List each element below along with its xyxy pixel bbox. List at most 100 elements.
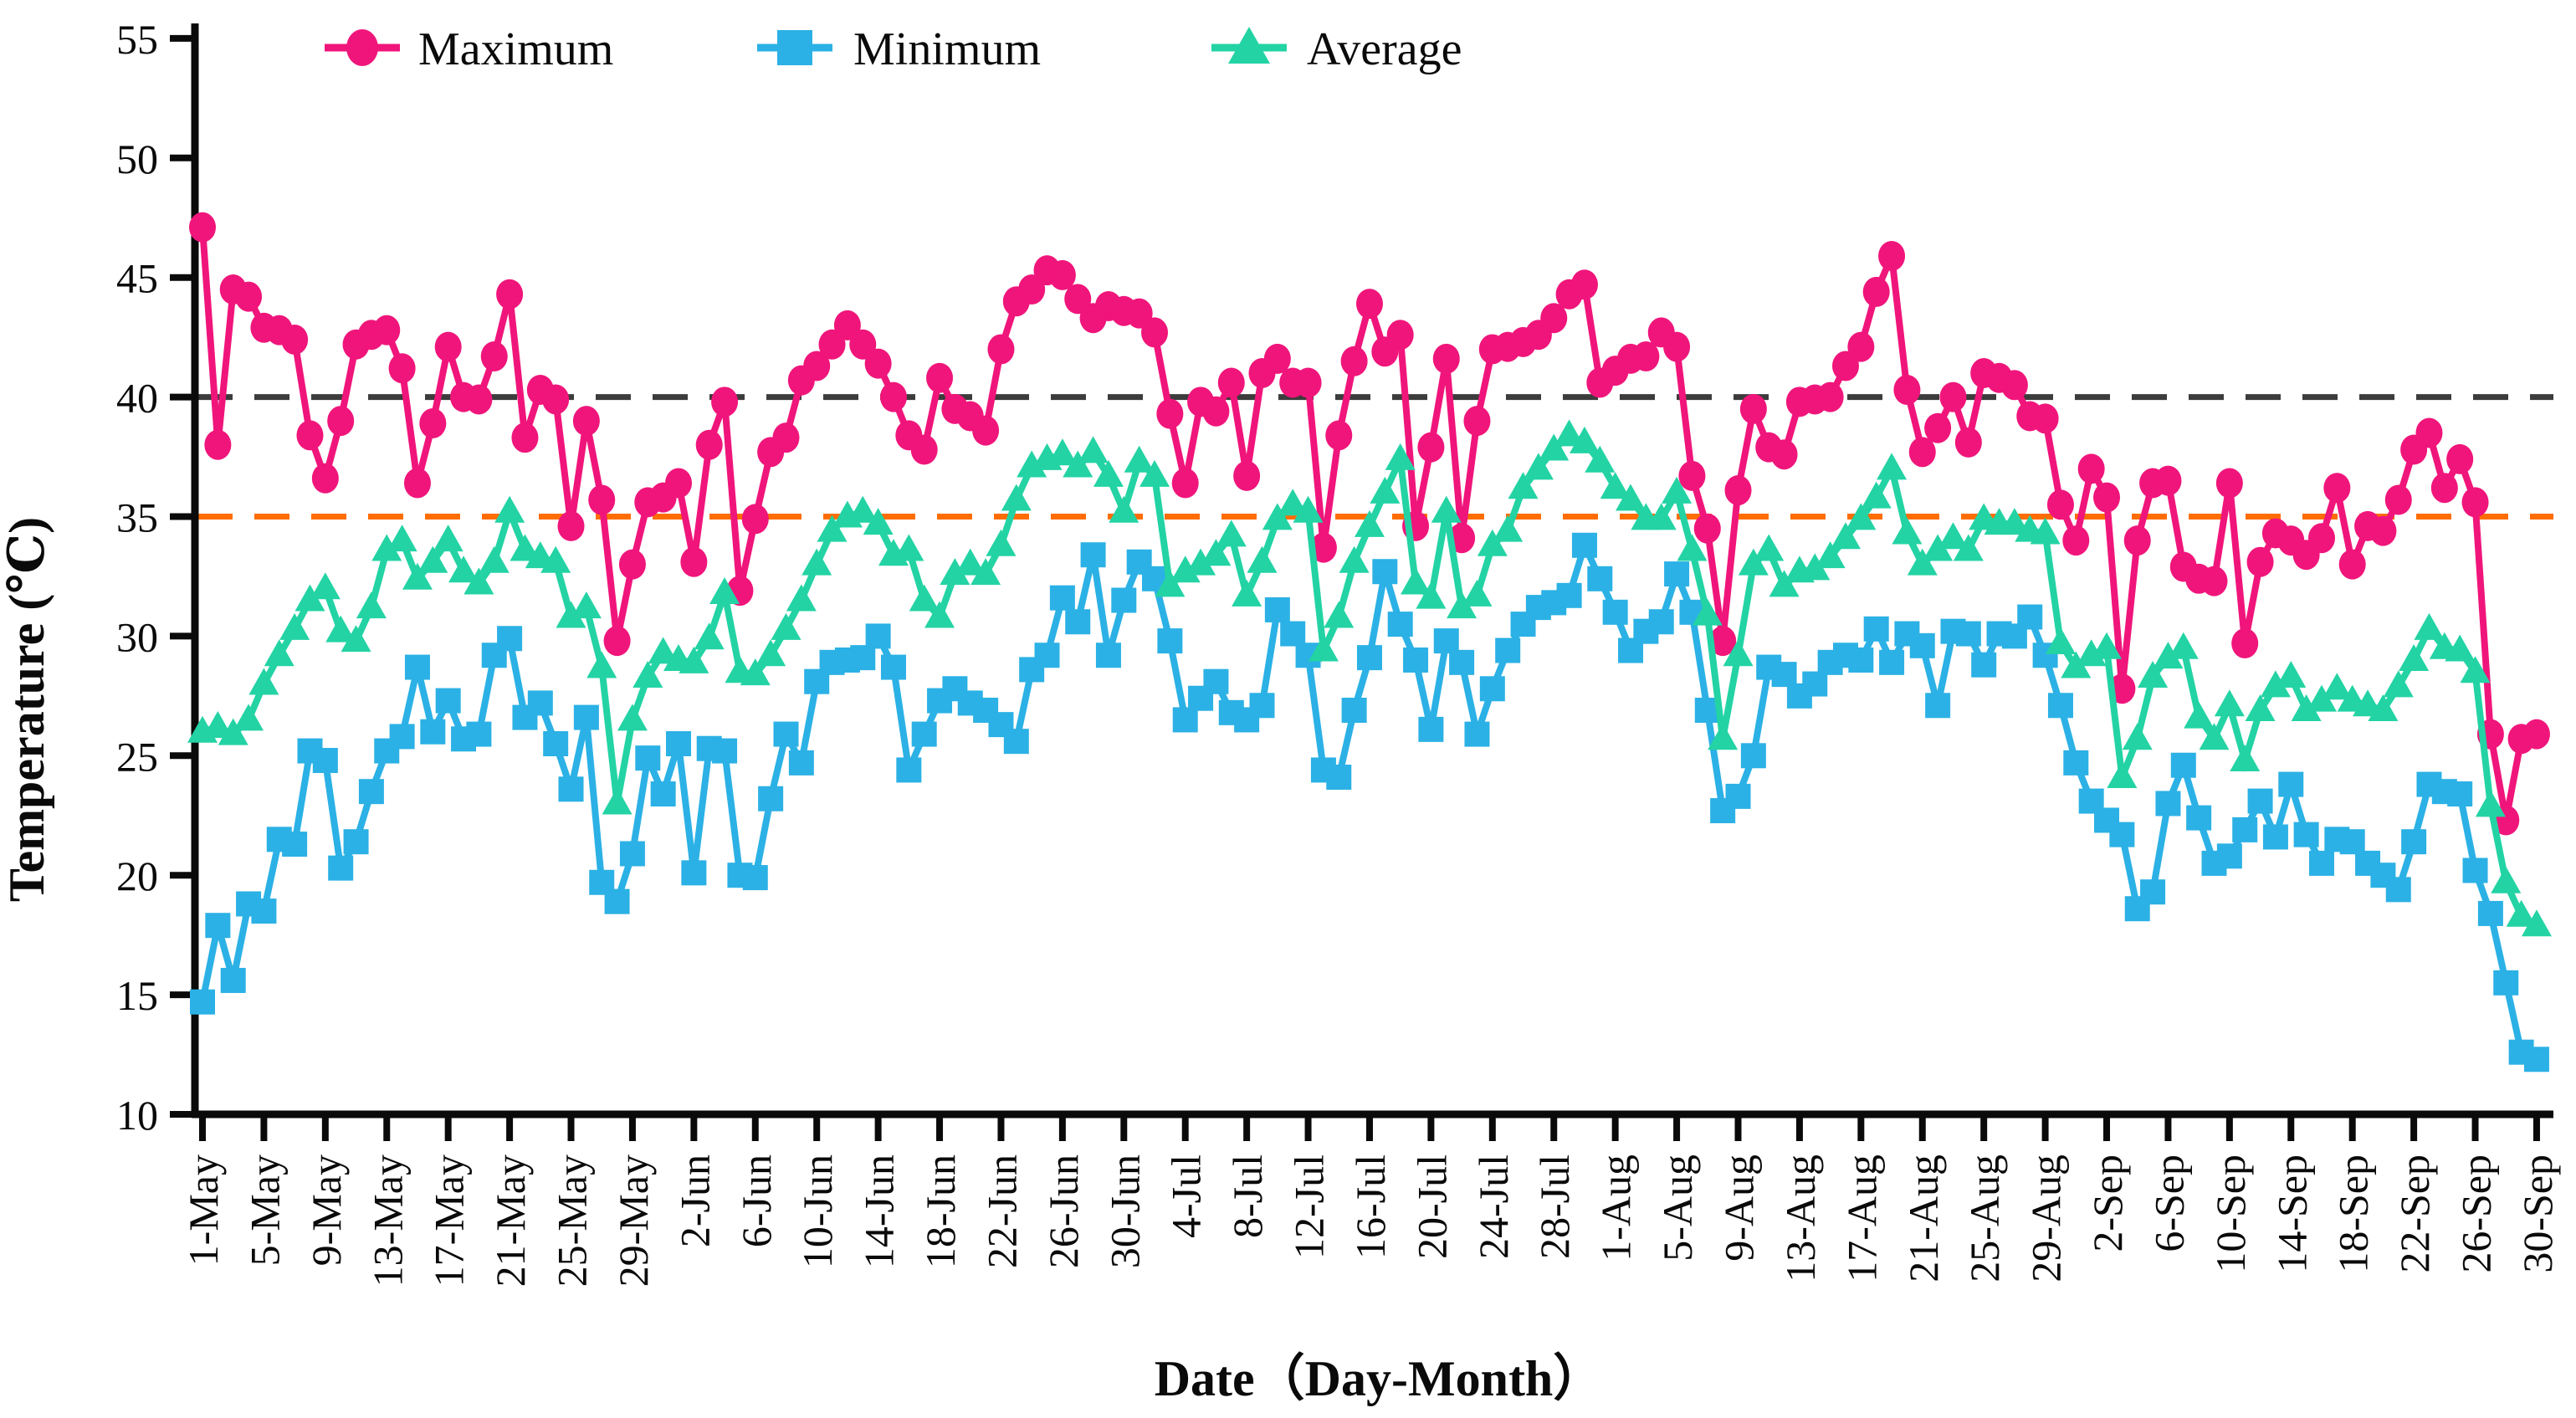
maximum-point <box>1325 420 1353 451</box>
minimum-point <box>880 654 906 680</box>
maximum-point <box>1816 381 1844 412</box>
x-tick-label: 5-May <box>241 1154 288 1266</box>
minimum-point <box>1909 632 1935 658</box>
average-point <box>2199 723 2230 750</box>
maximum-point <box>327 406 355 437</box>
maximum-point <box>1018 274 1046 305</box>
minimum-point <box>527 690 553 716</box>
average-point <box>571 591 602 619</box>
maximum-point <box>511 422 539 453</box>
average-point <box>1186 548 1216 576</box>
average-point <box>2475 790 2506 817</box>
average-point <box>1738 548 1769 576</box>
minimum-point <box>1879 649 1905 675</box>
maximum-point <box>1233 460 1261 491</box>
average-point <box>2368 694 2399 721</box>
average-point <box>2399 643 2430 671</box>
average-point <box>755 639 786 667</box>
maximum-point <box>2430 473 2458 504</box>
x-tick-label: 20-Jul <box>1408 1154 1455 1259</box>
average-point <box>694 622 725 650</box>
average-point <box>1001 484 1032 511</box>
minimum-point <box>1556 582 1582 608</box>
minimum-point <box>1264 596 1290 622</box>
maximum-point <box>772 422 800 453</box>
maximum-point <box>542 384 570 415</box>
maximum-point <box>910 434 938 465</box>
minimum-point <box>650 781 676 807</box>
maximum-point <box>1417 432 1445 463</box>
maximum-point <box>1908 437 1936 468</box>
x-tick-label: 10-Jun <box>794 1154 841 1268</box>
x-tick-label: 13-May <box>364 1154 411 1287</box>
minimum-point <box>1740 743 1766 769</box>
minimum-point <box>2262 824 2288 850</box>
legend-label-maximum: Maximum <box>418 23 613 75</box>
minimum-point <box>758 786 784 811</box>
maximum-point <box>1309 532 1337 563</box>
maximum-point <box>1724 475 1752 506</box>
x-tick-label: 9-May <box>303 1154 350 1266</box>
minimum-point <box>1095 642 1121 668</box>
average-point <box>1078 436 1109 463</box>
average-point <box>1677 534 1708 561</box>
y-tick-label: 25 <box>116 733 158 780</box>
average-point <box>356 591 387 619</box>
maximum-point <box>1632 341 1660 372</box>
average-point <box>909 584 940 612</box>
minimum-point <box>558 776 584 802</box>
average-point <box>371 534 402 561</box>
average-point <box>2291 694 2322 721</box>
maximum-point <box>833 310 861 340</box>
x-tick-label: 1-Aug <box>1593 1154 1640 1262</box>
average-point <box>1155 570 1186 597</box>
minimum-point <box>2140 879 2166 905</box>
maximum-point <box>1924 412 1952 443</box>
average-point <box>2245 694 2276 721</box>
minimum-point <box>389 724 415 750</box>
average-point <box>1124 445 1155 473</box>
maximum-point <box>403 468 431 499</box>
minimum-point <box>1049 585 1075 611</box>
minimum-point <box>1771 662 1797 688</box>
maximum-point <box>926 362 954 393</box>
average-point <box>2460 656 2491 683</box>
minimum-point <box>1725 783 1751 809</box>
average-point <box>218 718 248 745</box>
minimum-point <box>1863 616 1889 642</box>
maximum-point <box>711 386 739 417</box>
minimum-point <box>282 832 308 857</box>
average-point <box>2322 673 2353 700</box>
minimum-point <box>497 626 523 652</box>
average-point <box>2030 517 2061 545</box>
average-point <box>1877 453 1908 480</box>
y-axis-title: Temperature (℃) <box>0 517 54 902</box>
average-point <box>1907 548 1938 576</box>
x-axis-title: Date（Day-Month） <box>1155 1350 1604 1406</box>
average-point <box>1754 534 1785 561</box>
maximum-point <box>1141 317 1169 348</box>
maximum-point <box>2215 468 2243 499</box>
average-point <box>2184 701 2215 729</box>
x-tick-label: 24-Jul <box>1470 1154 1517 1259</box>
y-tick-label: 20 <box>116 852 158 899</box>
x-tick-label: 14-Jun <box>856 1154 903 1268</box>
average-point <box>1201 539 1232 566</box>
average-point <box>387 525 417 552</box>
maximum-point <box>557 510 585 541</box>
y-tick-label: 50 <box>116 136 158 182</box>
average-point <box>1370 476 1401 504</box>
average-point <box>955 548 986 576</box>
minimum-point <box>788 750 814 776</box>
maximum-point <box>2154 465 2182 496</box>
minimum-point <box>1433 628 1459 654</box>
minimum-point <box>2278 771 2304 797</box>
minimum-point <box>1172 707 1198 733</box>
average-point <box>463 567 494 595</box>
x-tick-label: 14-Sep <box>2268 1154 2315 1273</box>
minimum-point <box>1356 645 1382 671</box>
x-tick-label: 10-Sep <box>2207 1154 2254 1273</box>
minimum-point <box>251 898 277 924</box>
maximum-point <box>2384 484 2412 515</box>
